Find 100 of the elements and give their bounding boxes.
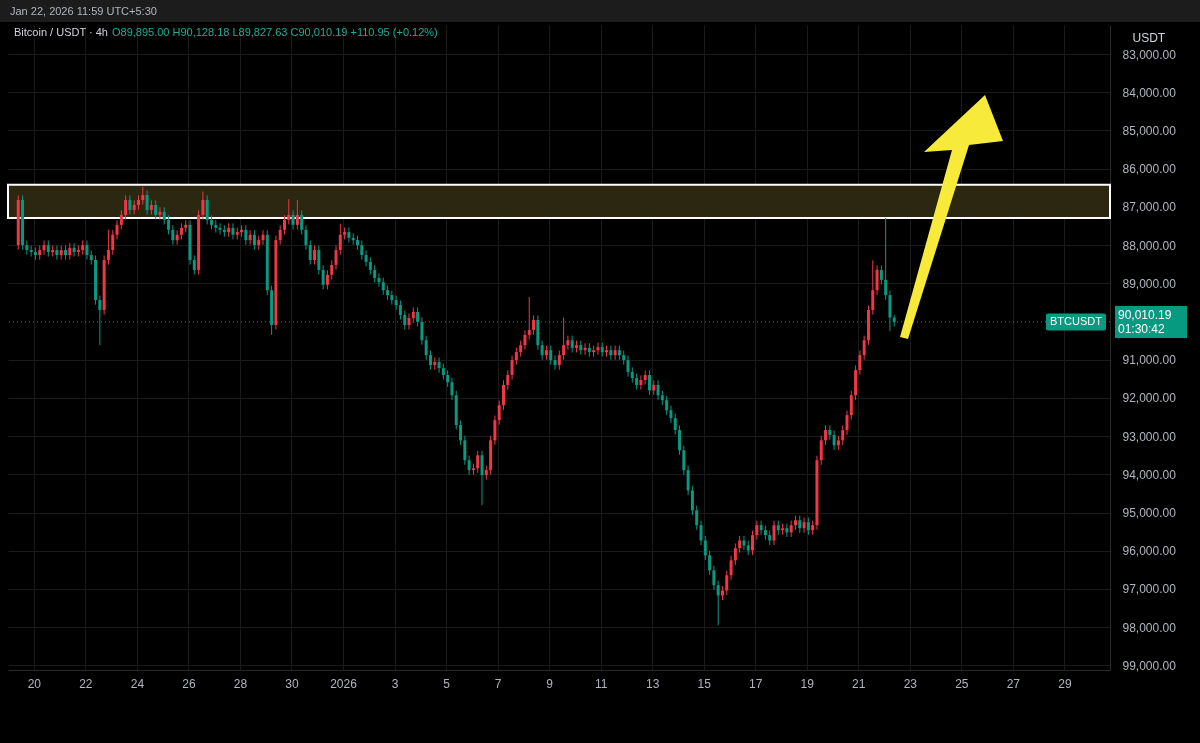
candlestick [772,520,776,546]
candlestick [553,355,557,371]
candlestick [549,345,553,366]
candlestick [480,450,484,506]
candlestick [29,244,33,258]
x-tick-label: 2026 [330,676,358,691]
x-tick-label: 19 [800,676,815,691]
x-tick-label: 26 [182,676,196,691]
candlestick [304,224,308,251]
candlestick [437,356,441,374]
candlestick [708,550,712,576]
candlestick [300,209,304,235]
x-tick-label: 21 [852,676,866,691]
candlestick [510,355,514,381]
candlestick [729,555,733,581]
candlestick [119,209,123,230]
candlestick [858,350,862,376]
candlestick [287,198,291,225]
candlestick [626,355,630,378]
candlestick [261,229,265,246]
x-tick-label: 29 [1058,676,1072,691]
candlestick [360,240,364,261]
candlestick [313,244,317,266]
candlestick [334,244,338,271]
candlestick [325,269,329,290]
x-tick-label: 11 [594,676,608,691]
x-tick-label: 5 [443,676,451,691]
candlestick [523,329,527,351]
x-tick-label: 22 [79,676,93,691]
y-tick-label: 93,000.00 [1122,429,1177,444]
candlestick [51,244,55,258]
candlestick [656,379,660,401]
candlestick [703,535,707,561]
candlestick [72,242,76,258]
candlestick [686,465,690,496]
candlestick [871,259,875,316]
candlestick [879,264,883,285]
y-tick-label: 88,000.00 [1122,238,1177,253]
text: 01:30:42 [1118,321,1166,336]
candlestick [845,410,849,436]
candlestick [759,520,763,536]
x-tick-label: 28 [233,676,248,691]
candlestick [231,222,235,240]
x-tick-label: 15 [697,676,712,691]
candlestick [450,377,454,401]
candlestick [282,214,286,235]
candlestick [824,424,828,446]
candlestick [678,424,682,456]
candlestick [785,523,789,538]
candlestick [218,222,222,235]
candlestick [145,189,149,216]
candlestick [115,219,119,240]
candlestick [42,240,46,256]
candlestick [639,374,643,391]
candlestick [712,565,716,591]
candlestick [669,405,673,424]
candlestick [377,272,381,288]
candlestick [398,300,402,321]
candlestick [862,335,866,361]
candlestick [128,194,132,216]
x-tick-label: 24 [130,676,145,691]
candlestick [154,199,158,220]
chart-title: Bitcoin / USDT · 4h [14,26,108,38]
candlestick [55,244,59,261]
x-tick-label: 25 [955,676,969,691]
candlestick [596,342,600,356]
candlestick [665,395,669,416]
candlestick [201,191,205,220]
candlestick [291,209,295,230]
candlestick [171,224,175,246]
candlestick [725,570,729,596]
candlestick [338,223,342,256]
candlestick [884,217,888,301]
candlestick [321,264,325,290]
candlestick [501,379,505,411]
y-tick-label: 96,000.00 [1122,544,1177,559]
candlestick [716,580,720,626]
candlestick [295,199,299,230]
x-tick-label: 9 [546,676,554,691]
candlestick [819,435,823,466]
candlestick [566,335,570,351]
candlestick [875,264,879,296]
candlestick [742,535,746,551]
y-tick-label: 92,000.00 [1122,391,1177,406]
y-tick-label: 87,000.00 [1122,200,1177,215]
x-tick-label: 27 [1006,676,1021,691]
candlestick [506,369,510,391]
candlestick [424,335,428,361]
candlestick [699,520,703,546]
y-tick-label: 83,000.00 [1122,47,1177,62]
candlestick [497,400,501,426]
candlestick [167,214,171,235]
candlestick [428,350,432,371]
y-tick-label: 85,000.00 [1122,123,1177,138]
y-tick-label: 91,000.00 [1122,353,1177,368]
x-tick-label: 3 [391,676,399,691]
candlestick [476,450,480,474]
candlestick [849,390,853,421]
candlestick [192,254,196,276]
candlestick [459,419,463,446]
